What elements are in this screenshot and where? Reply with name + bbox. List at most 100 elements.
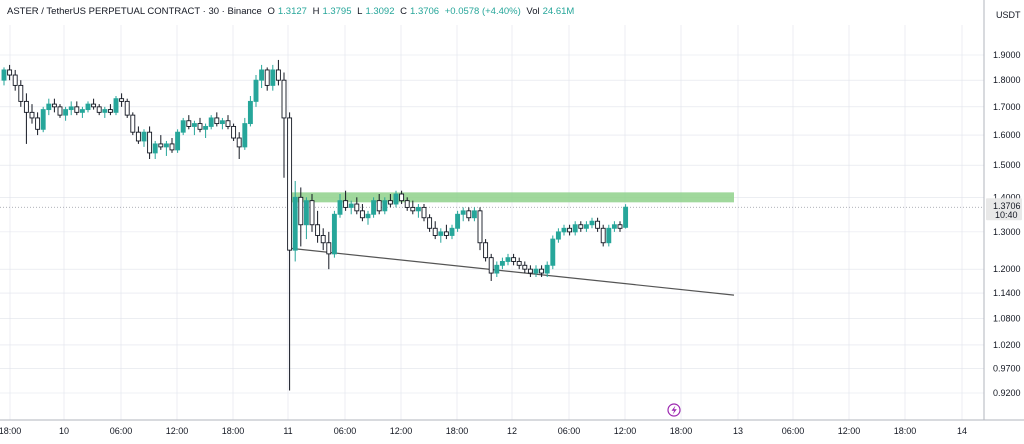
- candle-body: [494, 264, 500, 274]
- volume-label: Vol: [526, 6, 540, 17]
- overlay: [667, 403, 681, 417]
- candle-body: [225, 120, 231, 127]
- candle-body: [578, 224, 584, 229]
- candle: [74, 101, 80, 116]
- candle-body: [40, 109, 46, 130]
- candle-body: [331, 213, 337, 255]
- candle: [572, 221, 578, 236]
- candle-body: [393, 193, 399, 205]
- candle-body: [371, 200, 377, 215]
- candle-body: [583, 224, 589, 229]
- candle-body: [180, 120, 186, 133]
- candle-body: [471, 210, 477, 219]
- candle-body: [264, 69, 270, 86]
- candle-body: [427, 217, 433, 229]
- candle-body: [152, 143, 158, 154]
- time-tick-label: 12: [507, 426, 517, 436]
- resistance-zone-rect[interactable]: [290, 192, 734, 203]
- lightning-icon[interactable]: [667, 403, 681, 417]
- candle-body: [35, 117, 41, 130]
- candle: [7, 64, 13, 81]
- legend-header: ASTER / TetherUS PERPETUAL CONTRACT · 30…: [7, 6, 577, 17]
- candle: [203, 123, 209, 139]
- candle: [51, 98, 57, 113]
- candle-body: [382, 200, 388, 212]
- candle: [275, 59, 281, 86]
- candle: [320, 228, 326, 251]
- support-line-path[interactable]: [289, 247, 735, 296]
- candle: [499, 257, 505, 270]
- candle-body: [544, 264, 550, 274]
- resistance-zone[interactable]: [290, 192, 734, 203]
- candle-body: [354, 203, 360, 212]
- price-tick-label: 0.9200: [993, 388, 1021, 398]
- candle: [96, 104, 102, 116]
- time-tick-label: 18:00: [670, 426, 693, 436]
- candle: [163, 140, 169, 156]
- candle: [488, 253, 494, 281]
- candle: [555, 228, 561, 243]
- candle-body: [46, 103, 52, 111]
- candle: [197, 117, 203, 133]
- candle-body: [466, 210, 472, 219]
- candle-body: [281, 79, 287, 119]
- candle: [298, 187, 304, 247]
- time-tick-label: 12:00: [166, 426, 189, 436]
- candle: [595, 217, 601, 232]
- candle-body: [186, 120, 192, 127]
- candle-body: [253, 79, 259, 102]
- candle-body: [79, 109, 85, 113]
- candle-body: [236, 137, 242, 148]
- candle-body: [561, 227, 567, 233]
- candle: [46, 98, 52, 116]
- candle: [130, 112, 136, 136]
- candle: [85, 101, 91, 113]
- candle-body: [365, 213, 371, 219]
- time-tick-label: 18:00: [894, 426, 917, 436]
- currency-unit[interactable]: USDT: [996, 10, 1021, 20]
- candle: [449, 224, 455, 240]
- candle-body: [7, 69, 13, 76]
- candle-body: [410, 206, 416, 212]
- candle-body: [516, 261, 522, 266]
- price-tick-label: 1.8000: [993, 75, 1021, 85]
- candle-body: [298, 196, 304, 226]
- candle: [23, 93, 29, 144]
- candle-body: [23, 100, 29, 113]
- candle-body: [309, 200, 315, 226]
- candle: [119, 93, 125, 107]
- candle: [191, 120, 197, 136]
- support-line[interactable]: [0, 206, 984, 296]
- candle-body: [589, 220, 595, 226]
- candle: [91, 98, 97, 110]
- candle: [175, 129, 181, 153]
- candle: [12, 69, 18, 91]
- candle: [309, 194, 315, 232]
- candle: [399, 190, 405, 205]
- time-tick-label: 18:00: [0, 426, 21, 436]
- candle: [180, 117, 186, 136]
- time-axis[interactable]: 18:00 10 06:00 12:00 18:00 11 06:00 12:00 18:00 1…: [0, 426, 967, 436]
- candle: [208, 115, 214, 130]
- candle: [421, 204, 427, 222]
- candle-body: [505, 257, 511, 262]
- candle-body: [275, 69, 281, 81]
- close-value: 1.3706: [410, 6, 440, 17]
- candle: [18, 80, 24, 107]
- last-price-tag[interactable]: [986, 198, 1022, 221]
- candle: [57, 104, 63, 118]
- candle: [505, 253, 511, 266]
- candle: [623, 204, 629, 229]
- candle: [343, 190, 349, 211]
- candle: [617, 221, 623, 232]
- symbol-title[interactable]: ASTER / TetherUS PERPETUAL CONTRACT · 30…: [7, 6, 262, 17]
- candle: [415, 204, 421, 218]
- candle: [589, 217, 595, 229]
- countdown-label: 10:40: [995, 210, 1018, 220]
- price-axis[interactable]: 1.9000 1.8000 1.7000 1.6000 1.5000 1.4000 1.30…: [986, 50, 1022, 398]
- grid: [0, 0, 1024, 421]
- candle: [494, 261, 500, 278]
- candle-body: [147, 131, 153, 154]
